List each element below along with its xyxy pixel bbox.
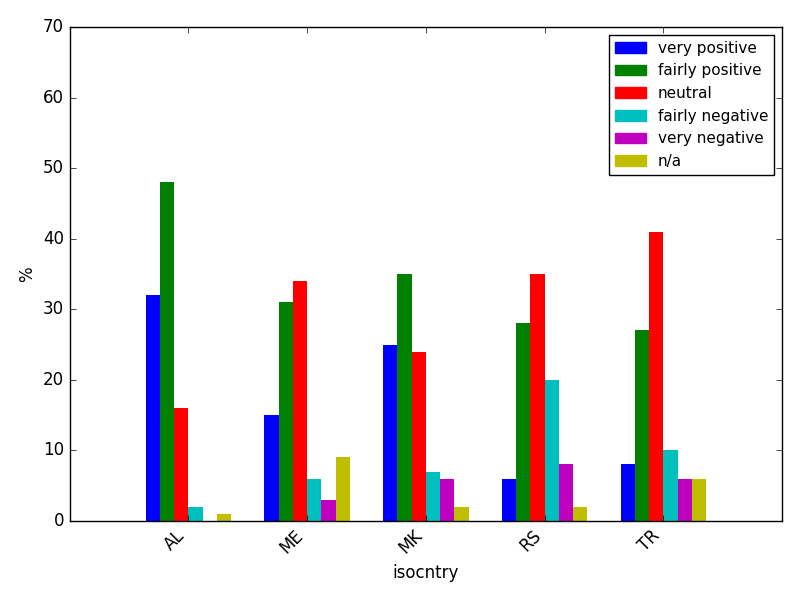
- Bar: [516, 323, 530, 521]
- Bar: [307, 479, 322, 521]
- Bar: [383, 344, 398, 521]
- Bar: [335, 457, 350, 521]
- Bar: [634, 331, 649, 521]
- Bar: [663, 451, 678, 521]
- Bar: [264, 415, 278, 521]
- X-axis label: isocntry: isocntry: [393, 564, 459, 582]
- Bar: [146, 295, 160, 521]
- Bar: [278, 302, 293, 521]
- Bar: [440, 479, 454, 521]
- Bar: [678, 479, 692, 521]
- Bar: [188, 507, 202, 521]
- Bar: [174, 408, 188, 521]
- Bar: [398, 274, 411, 521]
- Bar: [293, 281, 307, 521]
- Bar: [454, 507, 469, 521]
- Bar: [530, 274, 545, 521]
- Bar: [426, 472, 440, 521]
- Bar: [692, 479, 706, 521]
- Y-axis label: %: %: [18, 266, 36, 282]
- Bar: [217, 514, 231, 521]
- Bar: [322, 500, 335, 521]
- Bar: [558, 464, 573, 521]
- Bar: [545, 380, 558, 521]
- Bar: [502, 479, 516, 521]
- Bar: [621, 464, 634, 521]
- Legend: very positive, fairly positive, neutral, fairly negative, very negative, n/a: very positive, fairly positive, neutral,…: [609, 35, 774, 175]
- Bar: [649, 232, 663, 521]
- Bar: [573, 507, 587, 521]
- Bar: [411, 352, 426, 521]
- Bar: [160, 182, 174, 521]
